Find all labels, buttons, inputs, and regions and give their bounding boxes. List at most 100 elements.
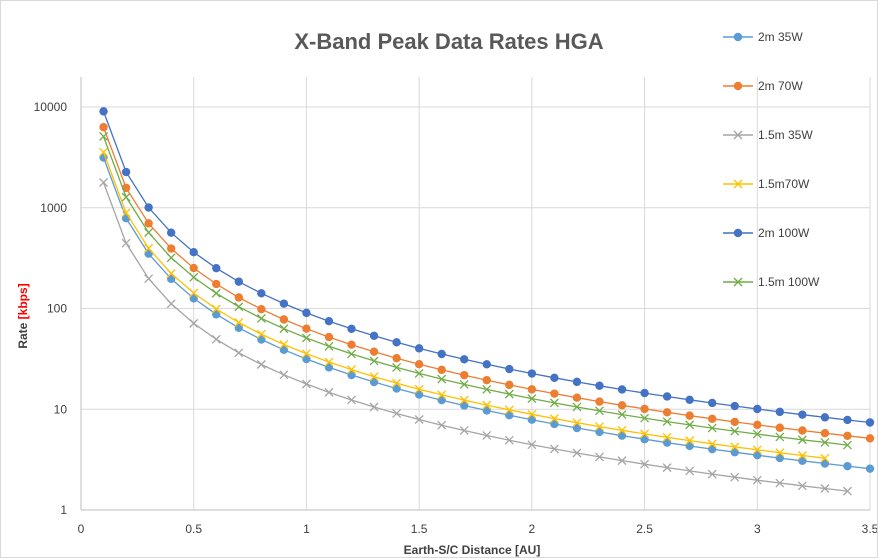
marker-stroke bbox=[482, 400, 492, 410]
data-point bbox=[211, 334, 221, 344]
marker-stroke bbox=[324, 357, 334, 367]
series-2m-35w bbox=[99, 153, 875, 473]
marker-stroke bbox=[797, 435, 807, 445]
marker-stroke bbox=[527, 394, 537, 404]
data-point bbox=[595, 381, 604, 390]
data-point bbox=[572, 423, 582, 433]
data-point bbox=[527, 440, 537, 450]
data-point bbox=[369, 377, 379, 387]
data-point bbox=[708, 414, 717, 424]
marker-stroke bbox=[685, 466, 695, 476]
data-point bbox=[685, 441, 694, 451]
marker-stroke bbox=[459, 425, 469, 435]
data-point bbox=[752, 475, 762, 485]
data-point bbox=[550, 389, 559, 398]
marker-stroke bbox=[640, 459, 650, 469]
y-tick-label: 1000 bbox=[40, 201, 67, 215]
data-point bbox=[324, 387, 334, 397]
data-point bbox=[820, 453, 830, 463]
x-tick-label: 0 bbox=[78, 522, 85, 536]
data-point bbox=[797, 435, 807, 445]
data-point bbox=[730, 401, 739, 411]
data-point bbox=[550, 419, 559, 429]
data-point bbox=[144, 249, 153, 258]
legend-label: 2m 35W bbox=[758, 30, 803, 44]
data-point bbox=[234, 318, 244, 327]
marker-stroke bbox=[211, 334, 221, 344]
data-point bbox=[549, 414, 559, 424]
data-point bbox=[685, 395, 694, 404]
marker-stroke bbox=[733, 130, 743, 140]
data-point bbox=[414, 344, 424, 353]
data-point bbox=[798, 410, 807, 419]
marker-stroke bbox=[617, 425, 627, 435]
data-point bbox=[640, 435, 649, 444]
marker-stroke bbox=[392, 362, 402, 372]
data-point bbox=[234, 302, 244, 312]
marker-stroke bbox=[572, 402, 582, 412]
data-point bbox=[798, 456, 807, 466]
marker-stroke bbox=[459, 379, 469, 389]
data-point bbox=[166, 228, 176, 237]
series-line bbox=[102, 151, 825, 459]
data-point bbox=[99, 147, 109, 157]
marker-stroke bbox=[166, 253, 176, 263]
marker-stroke bbox=[504, 389, 514, 399]
marker-stroke bbox=[482, 384, 492, 394]
data-point bbox=[482, 430, 492, 440]
data-point bbox=[820, 428, 830, 438]
legend: 2m 35W 2m 70W 1.5m 35W 1.5m70W 2m 100W 1.5m 1… bbox=[723, 30, 820, 289]
marker-stroke bbox=[752, 445, 762, 455]
marker-stroke bbox=[414, 415, 424, 424]
data-point bbox=[527, 409, 537, 419]
marker-stroke bbox=[369, 372, 379, 382]
data-point bbox=[753, 450, 762, 460]
data-point bbox=[279, 315, 289, 324]
marker-stroke bbox=[797, 451, 807, 460]
data-point bbox=[392, 409, 402, 418]
data-point bbox=[166, 269, 176, 278]
data-point bbox=[369, 347, 379, 356]
marker-stroke bbox=[437, 390, 447, 400]
data-point bbox=[369, 402, 379, 412]
data-point bbox=[460, 355, 469, 364]
data-point bbox=[302, 324, 311, 333]
legend-label: 1.5m 100W bbox=[758, 275, 820, 289]
marker-stroke bbox=[144, 243, 154, 253]
data-point bbox=[324, 357, 334, 367]
x-axis-label: Earth-S/C Distance [AU] bbox=[404, 543, 541, 557]
data-point bbox=[369, 372, 379, 382]
marker-stroke bbox=[662, 432, 672, 442]
marker-stroke bbox=[733, 277, 743, 287]
marker-stroke bbox=[189, 288, 199, 298]
marker-stroke bbox=[730, 442, 740, 452]
legend-marker bbox=[733, 32, 743, 42]
data-point bbox=[392, 338, 401, 347]
data-point bbox=[685, 466, 695, 476]
data-point bbox=[504, 389, 514, 399]
marker-stroke bbox=[685, 436, 695, 446]
data-point bbox=[99, 132, 109, 141]
data-point bbox=[414, 415, 424, 424]
marker-stroke bbox=[211, 288, 221, 298]
data-point bbox=[257, 304, 266, 314]
data-point bbox=[392, 384, 401, 393]
legend-item: 1.5m 35W bbox=[723, 128, 813, 142]
marker-stroke bbox=[121, 208, 131, 218]
x-tick-label: 1 bbox=[303, 522, 310, 536]
data-point bbox=[437, 374, 447, 384]
marker-stroke bbox=[504, 405, 514, 415]
x-tick-label: 2 bbox=[529, 522, 536, 536]
data-point bbox=[347, 395, 356, 405]
series-2m-70w bbox=[99, 123, 875, 443]
marker-stroke bbox=[347, 365, 356, 375]
marker-stroke bbox=[707, 439, 717, 449]
marker-stroke bbox=[324, 341, 334, 351]
marker-stroke bbox=[279, 340, 289, 349]
data-point bbox=[301, 349, 311, 359]
data-point bbox=[414, 368, 424, 378]
data-point bbox=[640, 429, 650, 439]
data-point bbox=[843, 431, 852, 441]
data-point bbox=[257, 335, 266, 344]
data-point bbox=[189, 272, 199, 282]
